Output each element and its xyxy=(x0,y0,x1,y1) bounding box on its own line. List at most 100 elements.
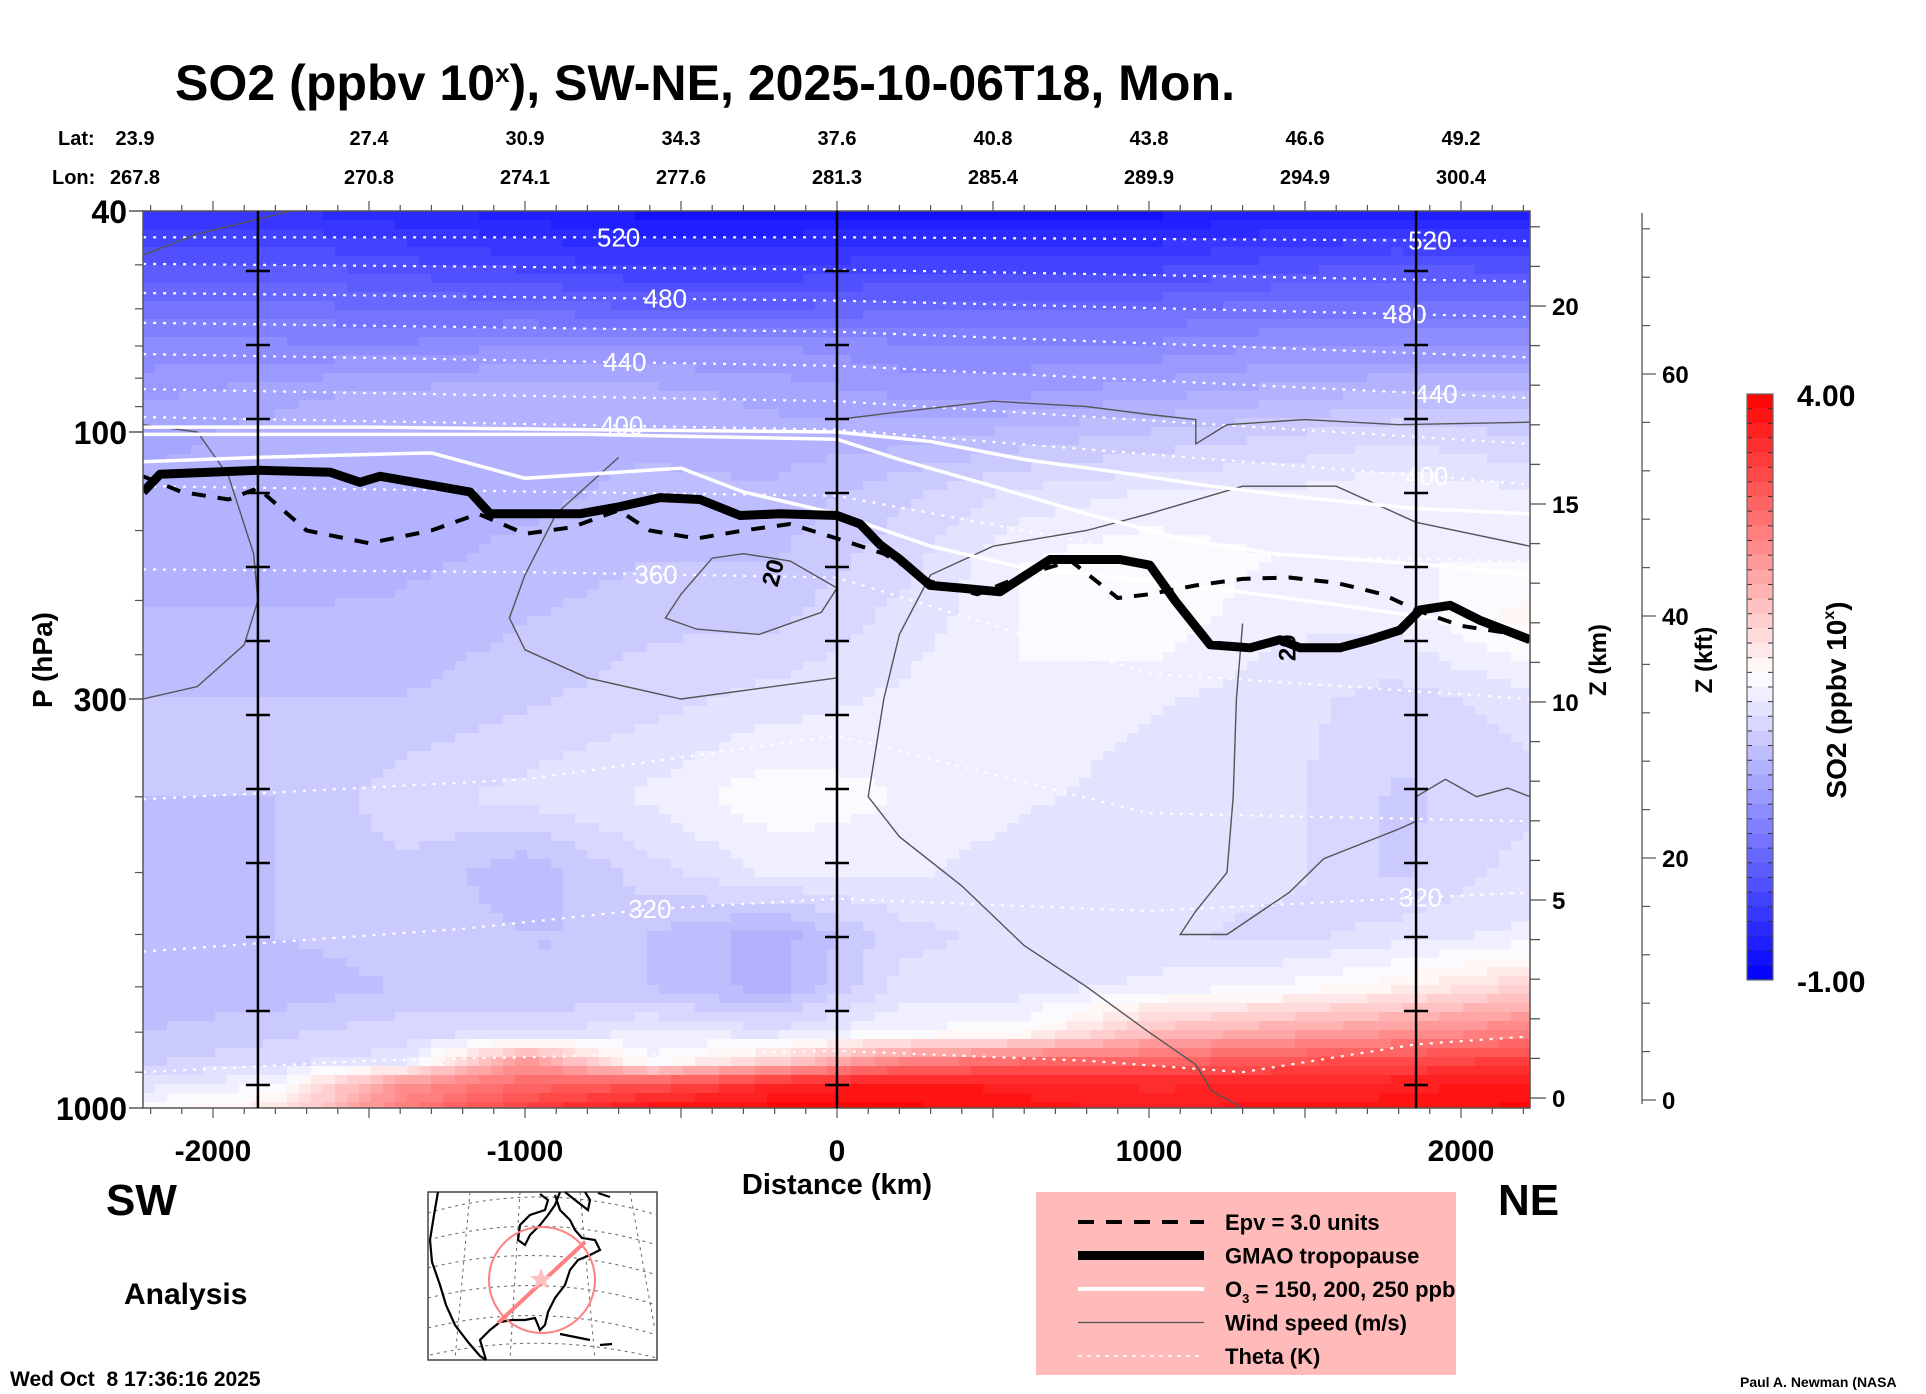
heatmap-cell xyxy=(863,544,876,554)
heatmap-cell xyxy=(1235,454,1248,464)
heatmap-cell xyxy=(767,229,780,239)
heatmap-cell xyxy=(791,526,804,536)
heatmap-cell xyxy=(707,400,720,410)
heatmap-cell xyxy=(479,211,492,221)
heatmap-cell xyxy=(455,427,468,437)
heatmap-cell xyxy=(887,535,900,545)
heatmap-cell xyxy=(1391,517,1404,527)
heatmap-cell xyxy=(1451,472,1464,482)
heatmap-cell xyxy=(155,337,168,347)
heatmap-cell xyxy=(1103,463,1116,473)
heatmap-cell xyxy=(1427,355,1440,365)
heatmap-cell xyxy=(383,580,396,590)
heatmap-cell xyxy=(1031,571,1044,581)
heatmap-cell xyxy=(959,526,972,536)
heatmap-cell xyxy=(971,337,984,347)
heatmap-cell xyxy=(659,589,672,599)
heatmap-cell xyxy=(275,499,288,509)
heatmap-cell xyxy=(1187,373,1200,383)
heatmap-cell xyxy=(383,364,396,374)
heatmap-cell xyxy=(563,274,576,284)
heatmap-cell xyxy=(1115,391,1128,401)
heatmap-cell xyxy=(563,211,576,221)
heatmap-cell xyxy=(887,427,900,437)
heatmap-cell xyxy=(503,562,516,572)
heatmap-cell xyxy=(1499,229,1512,239)
heatmap-cell xyxy=(467,283,480,293)
heatmap-cell xyxy=(1127,229,1140,239)
heatmap-cell xyxy=(1211,490,1224,500)
heatmap-cell xyxy=(1235,364,1248,374)
heatmap-cell xyxy=(767,544,780,554)
heatmap-cell xyxy=(875,346,888,356)
heatmap-cell xyxy=(1151,490,1164,500)
heatmap-cell xyxy=(1223,454,1236,464)
heatmap-cell xyxy=(431,346,444,356)
heatmap-cell xyxy=(1271,229,1284,239)
heatmap-cell xyxy=(971,364,984,374)
heatmap-cell xyxy=(1031,391,1044,401)
heatmap-cell xyxy=(875,499,888,509)
heatmap-cell xyxy=(1007,292,1020,302)
heatmap-cell xyxy=(659,256,672,266)
heatmap-cell xyxy=(275,562,288,572)
heatmap-cell xyxy=(1427,274,1440,284)
heatmap-cell xyxy=(1127,346,1140,356)
heatmap-cell xyxy=(479,265,492,275)
heatmap-cell xyxy=(623,247,636,257)
heatmap-cell xyxy=(1355,553,1368,563)
heatmap-cell xyxy=(1379,472,1392,482)
heatmap-cell xyxy=(1271,292,1284,302)
heatmap-cell xyxy=(671,400,684,410)
heatmap-cell xyxy=(395,571,408,581)
heatmap-cell xyxy=(983,265,996,275)
heatmap-cell xyxy=(1475,382,1488,392)
heatmap-cell xyxy=(1211,238,1224,248)
heatmap-cell xyxy=(1427,337,1440,347)
heatmap-cell xyxy=(1343,337,1356,347)
heatmap-cell xyxy=(635,544,648,554)
heatmap-cell xyxy=(599,310,612,320)
heatmap-cell xyxy=(1367,580,1380,590)
heatmap-cell xyxy=(1343,283,1356,293)
heatmap-cell xyxy=(323,553,336,563)
heatmap-cell xyxy=(287,220,300,230)
heatmap-cell xyxy=(1511,238,1524,248)
heatmap-cell xyxy=(407,499,420,509)
heatmap-cell xyxy=(899,472,912,482)
heatmap-cell xyxy=(311,301,324,311)
heatmap-cell xyxy=(1343,265,1356,275)
heatmap-cell xyxy=(335,355,348,365)
heatmap-cell xyxy=(419,562,432,572)
heatmap-cell xyxy=(1067,283,1080,293)
heatmap-cell xyxy=(1247,328,1260,338)
heatmap-cell xyxy=(623,301,636,311)
heatmap-cell xyxy=(323,355,336,365)
heatmap-cell xyxy=(263,535,276,545)
heatmap-cell xyxy=(647,517,660,527)
heatmap-cell xyxy=(1007,265,1020,275)
heatmap-cell xyxy=(1511,571,1524,581)
heatmap-cell xyxy=(1175,418,1188,428)
heatmap-cell xyxy=(155,247,168,257)
heatmap-cell xyxy=(947,229,960,239)
heatmap-cell xyxy=(1295,373,1308,383)
heatmap-cell xyxy=(311,445,324,455)
heatmap-cell xyxy=(827,580,840,590)
heatmap-cell xyxy=(395,436,408,446)
heatmap-cell xyxy=(239,535,252,545)
heatmap-cell xyxy=(827,400,840,410)
heatmap-cell xyxy=(1115,427,1128,437)
heatmap-cell xyxy=(1139,319,1152,329)
heatmap-cell xyxy=(1343,364,1356,374)
heatmap-cell xyxy=(1451,535,1464,545)
heatmap-cell xyxy=(743,463,756,473)
heatmap-cell xyxy=(359,571,372,581)
heatmap-cell xyxy=(1031,472,1044,482)
heatmap-cell xyxy=(1511,499,1524,509)
heatmap-cell xyxy=(1175,553,1188,563)
heatmap-cell xyxy=(971,346,984,356)
heatmap-cell xyxy=(191,346,204,356)
heatmap-cell xyxy=(419,364,432,374)
heatmap-cell xyxy=(1019,463,1032,473)
